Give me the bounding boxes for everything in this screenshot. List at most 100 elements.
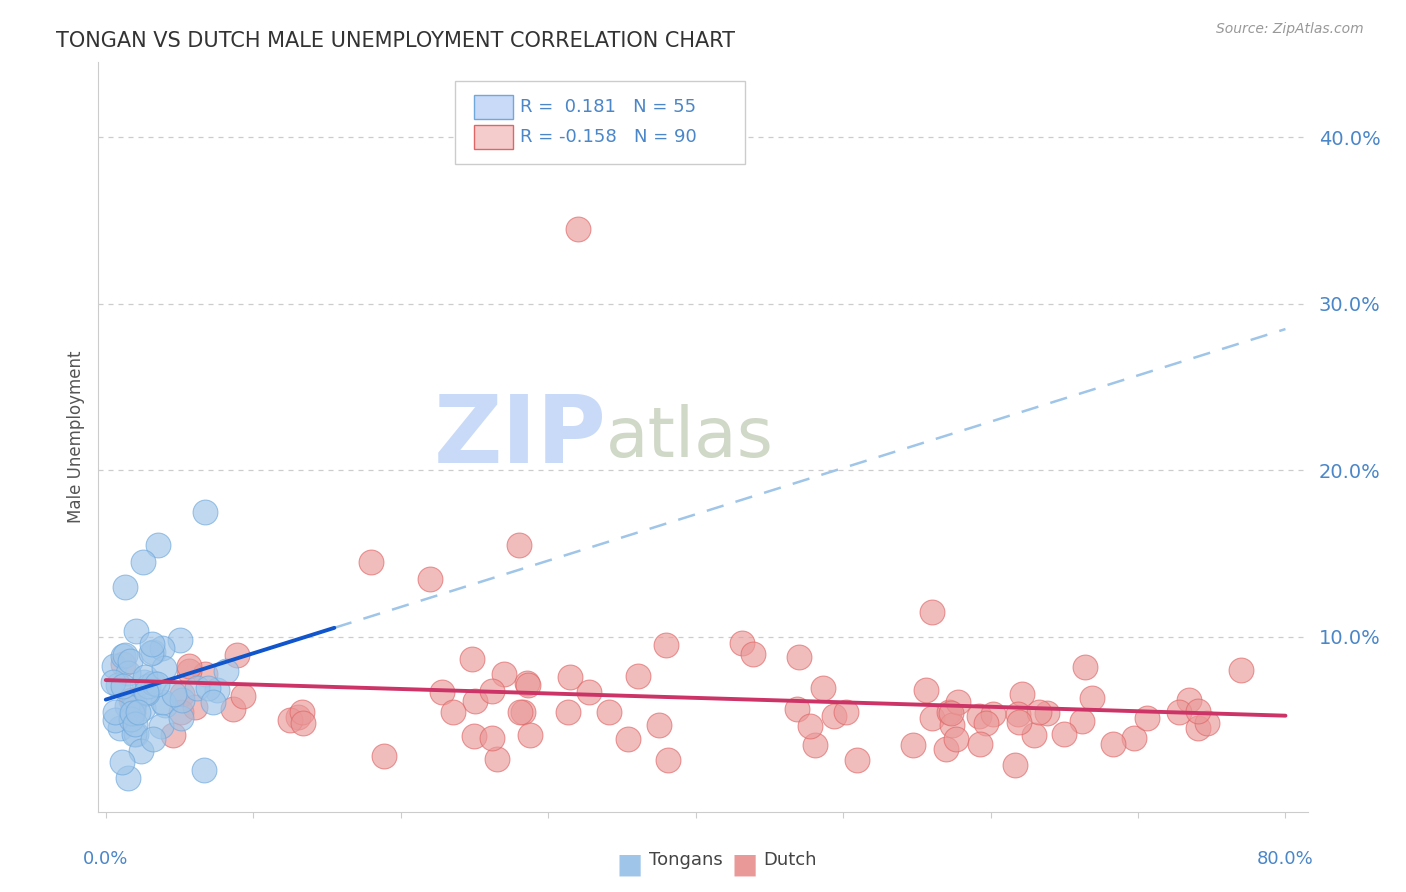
Point: [657, 753, 679, 767]
Point: [360, 555, 382, 569]
Point: [132, 675, 155, 690]
Point: [104, 705, 127, 719]
Point: [1028, 705, 1050, 719]
Point: [1197, 715, 1219, 730]
Point: [146, 538, 169, 552]
Point: [125, 727, 148, 741]
Point: [1187, 721, 1209, 735]
Point: [938, 705, 960, 719]
Point: [512, 705, 534, 719]
Point: [846, 753, 869, 767]
Point: [508, 538, 530, 552]
Text: R =  0.181   N = 55: R = 0.181 N = 55: [520, 97, 696, 116]
Point: [617, 731, 640, 746]
Point: [823, 709, 845, 723]
Point: [122, 695, 145, 709]
Point: [142, 731, 165, 746]
Point: [124, 717, 146, 731]
Point: [935, 741, 957, 756]
Point: [232, 690, 254, 704]
Y-axis label: Male Unemployment: Male Unemployment: [66, 351, 84, 524]
Point: [118, 654, 141, 668]
Text: Tongans: Tongans: [648, 851, 723, 869]
Point: [1123, 731, 1146, 746]
Point: [207, 683, 229, 698]
Point: [170, 687, 193, 701]
Point: [127, 705, 149, 719]
Point: [186, 681, 208, 696]
Point: [103, 659, 125, 673]
Point: [945, 731, 967, 746]
Point: [1136, 711, 1159, 725]
Point: [184, 700, 207, 714]
Point: [169, 632, 191, 647]
Text: 0.0%: 0.0%: [83, 850, 128, 868]
Point: [519, 728, 541, 742]
Point: [112, 657, 135, 671]
Point: [834, 705, 856, 719]
Point: [152, 695, 174, 709]
Text: ■: ■: [616, 851, 643, 879]
Point: [786, 701, 808, 715]
Point: [193, 763, 215, 777]
Point: [202, 695, 225, 709]
Point: [291, 705, 314, 719]
Point: [121, 693, 143, 707]
Point: [557, 705, 579, 719]
Point: [121, 706, 143, 721]
Point: [125, 624, 148, 638]
Point: [1081, 690, 1104, 705]
Point: [162, 728, 184, 742]
Point: [107, 678, 129, 692]
Point: [278, 713, 301, 727]
Point: [177, 665, 200, 679]
Point: [464, 694, 486, 708]
Point: [1168, 705, 1191, 719]
Point: [1011, 687, 1033, 701]
Text: ■: ■: [731, 851, 758, 879]
Point: [104, 713, 127, 727]
Text: R = -0.158   N = 90: R = -0.158 N = 90: [520, 128, 697, 145]
Point: [117, 665, 139, 680]
Point: [648, 718, 671, 732]
Text: atlas: atlas: [606, 403, 775, 471]
Point: [974, 715, 997, 730]
Point: [1229, 664, 1251, 678]
Point: [152, 660, 174, 674]
Point: [197, 681, 219, 696]
Point: [134, 670, 156, 684]
Point: [516, 675, 538, 690]
Text: 80.0%: 80.0%: [1257, 850, 1313, 868]
Point: [481, 731, 503, 745]
FancyBboxPatch shape: [474, 95, 513, 119]
Point: [799, 719, 821, 733]
Point: [1053, 727, 1076, 741]
Point: [142, 676, 165, 690]
Point: [117, 698, 139, 713]
Point: [517, 678, 540, 692]
Point: [222, 702, 245, 716]
Point: [194, 667, 217, 681]
Point: [111, 648, 134, 663]
Point: [129, 744, 152, 758]
Point: [463, 729, 485, 743]
Point: [1036, 706, 1059, 720]
Point: [135, 685, 157, 699]
Point: [136, 686, 159, 700]
Point: [598, 705, 620, 719]
Point: [120, 693, 142, 707]
Point: [627, 669, 650, 683]
Text: ZIP: ZIP: [433, 391, 606, 483]
FancyBboxPatch shape: [474, 125, 513, 149]
Point: [120, 713, 142, 727]
Point: [567, 222, 589, 236]
Point: [1008, 714, 1031, 729]
Point: [373, 748, 395, 763]
Point: [152, 641, 174, 656]
Point: [915, 682, 938, 697]
Point: [141, 646, 163, 660]
Point: [578, 685, 600, 699]
Point: [142, 645, 165, 659]
Point: [291, 715, 314, 730]
Point: [509, 705, 531, 719]
